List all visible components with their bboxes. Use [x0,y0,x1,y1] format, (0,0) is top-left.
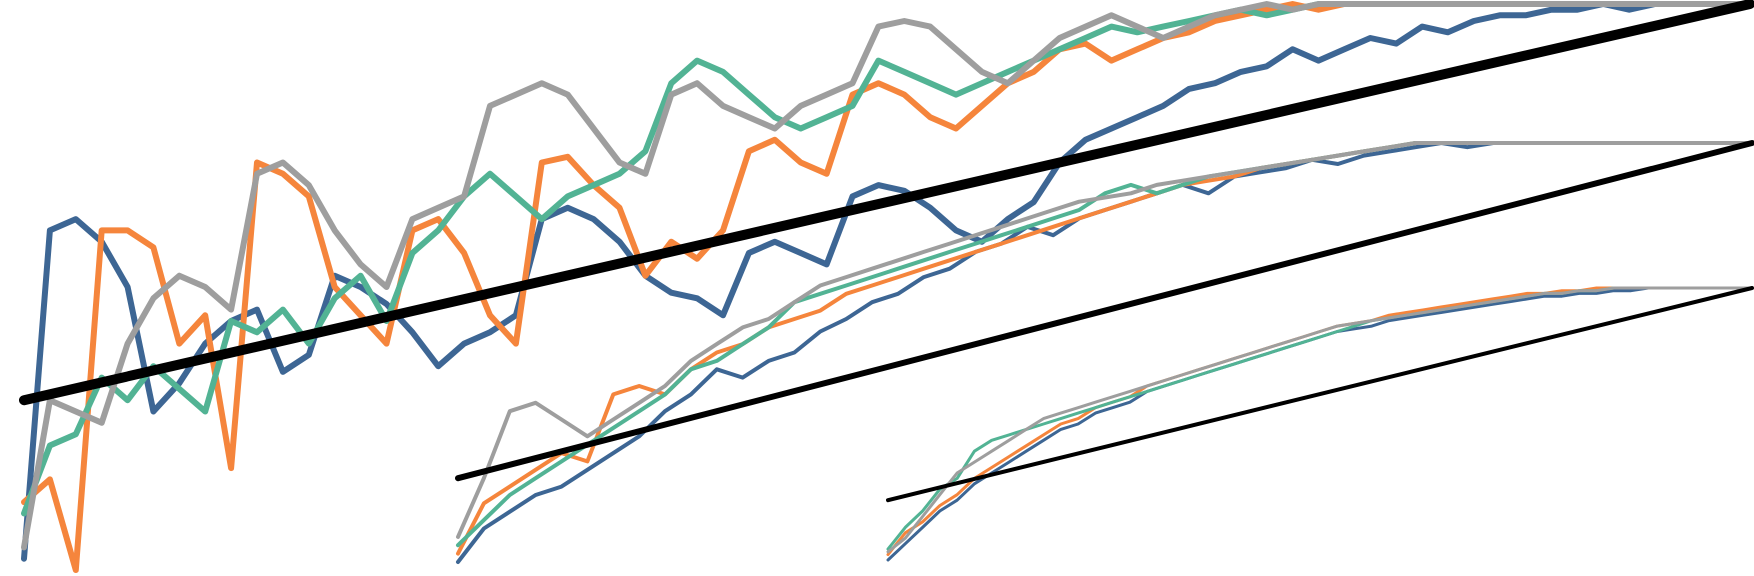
panel-2-series-line-3 [456,141,1754,548]
chart-panel-1 [19,0,1754,573]
panel-2-series-line-4 [456,141,1754,539]
panel-2-trend-line [455,140,1754,482]
chart-panel-3 [886,286,1754,562]
panel-3-series-line-2 [886,286,1754,557]
panel-1-trend-line [19,0,1754,406]
panel-1-series-line-4 [21,1,1753,551]
panel-3-series-line-3 [886,286,1754,551]
chart-panel-2 [455,140,1754,564]
panel-3-series-line-4 [886,286,1754,554]
panel-1-series-line-3 [21,1,1753,517]
panel-3-trend-line [886,286,1754,503]
panel-3-series-line-1 [886,286,1754,562]
panel-2-series-line-2 [456,141,1754,556]
panel-2-series-line-1 [456,141,1754,564]
panel-1-series-line-2 [21,1,1753,573]
